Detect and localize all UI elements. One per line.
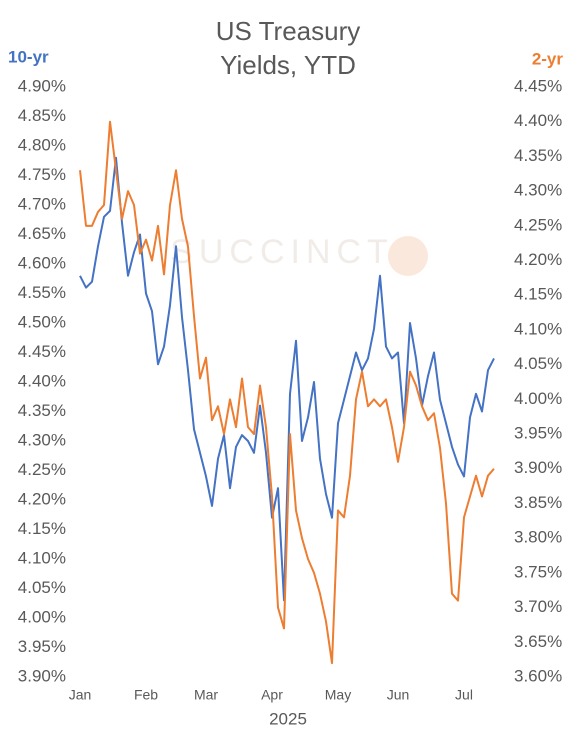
y-tick-label: 4.80% xyxy=(18,135,66,154)
line-series xyxy=(79,120,495,665)
y-tick-label: 4.45% xyxy=(18,342,66,361)
x-axis-title: 2025 xyxy=(269,709,307,728)
y2-tick-label: 4.20% xyxy=(514,250,562,269)
y2-tick-label: 4.25% xyxy=(514,215,562,234)
y2-tick-label: 4.35% xyxy=(514,146,562,165)
watermark-logo xyxy=(388,236,428,276)
line-series xyxy=(79,156,495,602)
y-tick-label: 4.60% xyxy=(18,253,66,272)
y2-axis-title: 2-yr xyxy=(532,49,564,68)
y2-tick-label: 3.90% xyxy=(514,458,562,477)
y2-tick-label: 3.95% xyxy=(514,424,562,443)
x-tick-label: Jun xyxy=(387,687,410,703)
y-tick-label: 4.65% xyxy=(18,224,66,243)
y-tick-label: 4.90% xyxy=(18,76,66,95)
y-tick-label: 4.70% xyxy=(18,194,66,213)
y2-tick-label: 4.05% xyxy=(514,354,562,373)
y2-tick-label: 4.45% xyxy=(514,76,562,95)
x-tick-label: Mar xyxy=(194,687,218,703)
x-tick-label: Jan xyxy=(69,687,92,703)
y2-tick-label: 3.65% xyxy=(514,632,562,651)
y-tick-label: 4.15% xyxy=(18,519,66,538)
y-tick-label: 4.25% xyxy=(18,460,66,479)
y2-tick-label: 4.00% xyxy=(514,389,562,408)
x-tick-label: Feb xyxy=(134,687,158,703)
x-tick-label: May xyxy=(325,687,351,703)
watermark: SUCCINCT xyxy=(170,233,394,271)
y-tick-label: 4.55% xyxy=(18,283,66,302)
chart-title: US Treasury Yields, YTD xyxy=(215,16,361,80)
y-tick-label: 3.95% xyxy=(18,637,66,656)
y2-tick-label: 4.40% xyxy=(514,111,562,130)
y-tick-label: 4.35% xyxy=(18,401,66,420)
y2-tick-label: 3.85% xyxy=(514,493,562,512)
y2-tick-label: 4.15% xyxy=(514,285,562,304)
y2-tick-label: 3.80% xyxy=(514,528,562,547)
y-tick-label: 4.85% xyxy=(18,106,66,125)
x-tick-label: Apr xyxy=(261,687,283,703)
y-tick-label: 4.00% xyxy=(18,607,66,626)
y-tick-label: 3.90% xyxy=(18,666,66,685)
y-tick-label: 4.75% xyxy=(18,165,66,184)
y-axis-title: 10-yr xyxy=(8,47,49,66)
y2-tick-label: 3.70% xyxy=(514,597,562,616)
y-tick-label: 4.10% xyxy=(18,548,66,567)
y2-tick-label: 4.10% xyxy=(514,319,562,338)
y-tick-label: 4.50% xyxy=(18,312,66,331)
y-tick-label: 4.05% xyxy=(18,578,66,597)
x-tick-label: Jul xyxy=(455,687,473,703)
y2-tick-label: 4.30% xyxy=(514,181,562,200)
y-tick-label: 4.20% xyxy=(18,489,66,508)
y2-tick-label: 3.75% xyxy=(514,562,562,581)
y-tick-label: 4.40% xyxy=(18,371,66,390)
y-tick-label: 4.30% xyxy=(18,430,66,449)
y2-tick-label: 3.60% xyxy=(514,666,562,685)
